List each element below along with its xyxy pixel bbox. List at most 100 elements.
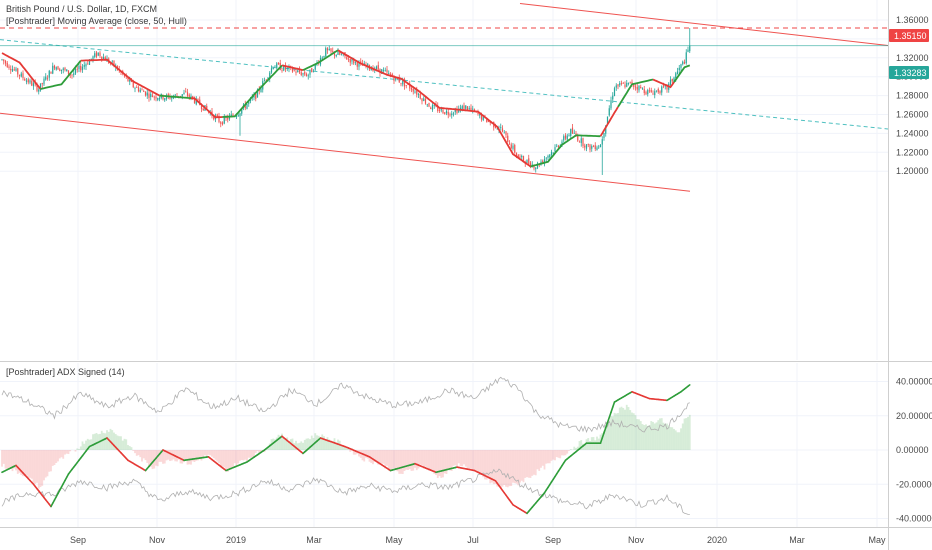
candle-body	[281, 70, 283, 72]
adx-band-bar	[69, 450, 72, 452]
adx-band-bar	[244, 450, 247, 460]
time-tick-label: Mar	[306, 535, 322, 545]
adx-band-bar	[361, 450, 364, 461]
hull-moving-average	[1, 49, 691, 168]
adx-band-bar	[79, 446, 82, 450]
candle-body	[685, 52, 687, 64]
adx-band-bar	[562, 450, 565, 456]
adx-axis[interactable]: 40.00000 20.00000 0.00000 -20.00000 -40.0000…	[896, 377, 932, 524]
diagonal-trendline[interactable]	[0, 39, 888, 130]
candle-body	[80, 65, 82, 71]
adx-band-bar	[44, 450, 47, 478]
adx-band-bar	[421, 450, 423, 466]
candle-body	[568, 134, 570, 136]
adx-band-bar	[477, 450, 479, 473]
candle-body	[325, 48, 327, 57]
adx-band-bar	[85, 440, 87, 450]
candle-body	[305, 74, 308, 76]
symbol-title[interactable]: British Pound / U.S. Dollar, 1D, FXCM	[6, 4, 157, 14]
adx-band-bar	[557, 450, 560, 458]
adx-band-bar	[646, 425, 649, 450]
adx-signed-line	[1, 384, 691, 515]
adx-band-bar	[275, 437, 278, 450]
candle-body	[601, 139, 603, 145]
price-tick-label: 1.22000	[896, 147, 929, 157]
adx-band-bar	[286, 437, 289, 450]
candle-body	[298, 69, 301, 73]
candle-body	[332, 50, 334, 52]
hull-ma-segment	[302, 49, 339, 71]
adx-band-bar	[669, 427, 672, 450]
adx-signed-segment	[610, 406, 614, 414]
adx-band-bar	[86, 438, 89, 450]
candle-body	[480, 113, 483, 120]
adx-band-bar	[216, 450, 219, 462]
candle-body	[643, 89, 645, 94]
candle-body	[687, 49, 689, 52]
adx-band-bar	[253, 450, 255, 458]
candle-body	[339, 52, 341, 55]
adx-band-bar	[184, 450, 187, 461]
adx-band-bar	[533, 450, 535, 475]
adx-signed-segment	[608, 411, 612, 419]
adx-band-bar	[289, 439, 292, 450]
di-minus-line	[1, 468, 690, 515]
candle-body	[405, 85, 407, 86]
di-plus-line	[1, 376, 690, 434]
candle-body	[246, 104, 248, 109]
adx-band-bar	[568, 450, 570, 451]
adx-band-bar	[132, 450, 135, 451]
candle-body	[367, 63, 369, 67]
candle-body	[39, 83, 42, 91]
candle-body	[83, 65, 85, 67]
channel-lower-line[interactable]	[0, 112, 691, 192]
adx-band-bar	[303, 439, 306, 450]
hull-ma-legend[interactable]: [Poshtrader] Moving Average (close, 50, …	[6, 16, 187, 26]
adx-pane[interactable]	[0, 363, 888, 527]
adx-band-bar	[576, 446, 579, 450]
adx-band-bar	[295, 440, 297, 450]
candle-body	[113, 60, 115, 67]
candle-body	[654, 91, 656, 96]
candle-body	[596, 147, 598, 151]
candle-body	[6, 62, 8, 68]
adx-band-bar	[604, 424, 607, 450]
adx-band-bar	[81, 441, 84, 450]
candle-body	[284, 65, 287, 70]
candle-body	[311, 68, 313, 73]
adx-band-bar	[95, 432, 98, 450]
candle-body	[640, 87, 642, 89]
adx-band-bar	[237, 450, 240, 464]
adx-band-bar	[18, 450, 21, 473]
adx-legend[interactable]: [Poshtrader] ADX Signed (14)	[6, 367, 125, 377]
candle-body	[25, 80, 28, 82]
candle-body	[431, 105, 434, 110]
candle-body	[300, 72, 302, 76]
adx-band-bar	[90, 439, 93, 450]
candle-body	[613, 88, 616, 96]
candle-body	[388, 73, 390, 75]
adx-band-bar	[249, 450, 252, 458]
adx-band-bar	[149, 450, 152, 467]
adx-band-bar	[559, 450, 562, 459]
candle-body	[87, 63, 89, 65]
adx-signed-segment	[606, 416, 611, 424]
adx-band-bar	[118, 436, 121, 450]
channel-upper-line[interactable]	[519, 2, 888, 47]
candle-body	[661, 86, 663, 93]
candle-body	[629, 81, 631, 83]
adx-band-bar	[300, 441, 303, 450]
adx-band-bar	[636, 419, 639, 450]
candle-body	[200, 106, 203, 109]
time-axis[interactable]: Sep Nov 2019 Mar May Jul Sep Nov 2020 Mar May	[70, 535, 886, 545]
main-pane[interactable]	[0, 0, 888, 360]
adx-band-bar	[470, 450, 472, 469]
candle-body	[174, 94, 176, 96]
candle-body	[186, 92, 189, 96]
channel-lines	[0, 2, 888, 192]
candle-body	[90, 58, 92, 60]
candle-body	[521, 155, 523, 158]
candle-body	[354, 61, 357, 63]
adx-band-bar	[505, 450, 507, 487]
